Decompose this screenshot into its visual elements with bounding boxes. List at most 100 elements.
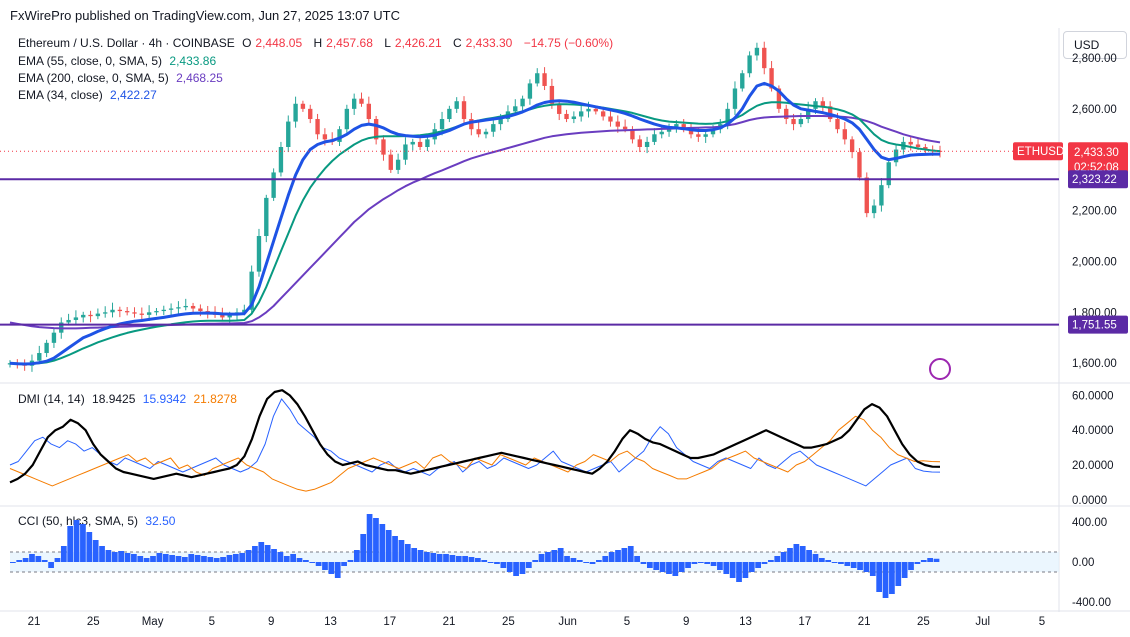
candle-body — [417, 141, 423, 147]
symbol-tag-bg — [1013, 142, 1063, 161]
candle-body — [256, 236, 262, 272]
candle-body — [806, 108, 811, 120]
candle-body — [439, 119, 445, 130]
cci-bar — [296, 558, 303, 562]
legend-close: 2,433.30 — [465, 36, 513, 50]
cci-bar — [258, 542, 265, 562]
candle-body — [535, 73, 540, 84]
dmi-tick-label: 20.0000 — [1072, 460, 1114, 472]
cci-bar — [379, 524, 386, 562]
price-tick-label: 2,600.00 — [1072, 104, 1117, 116]
cci-bar — [876, 562, 883, 592]
cci-bar — [761, 562, 768, 564]
time-tick-label: 21 — [443, 616, 456, 628]
legend-open: 2,448.05 — [255, 36, 303, 50]
cci-bar — [48, 562, 54, 568]
candle-body — [315, 119, 320, 135]
cci-bar — [500, 562, 507, 568]
currency-button[interactable]: USD — [1063, 31, 1127, 59]
time-tick-label: 5 — [624, 616, 630, 628]
level-lower-tag: 1,751.55 — [1072, 320, 1117, 332]
cci-bar — [787, 548, 793, 562]
cci-bar — [570, 558, 577, 562]
legend-high: 2,457.68 — [326, 36, 373, 50]
cci-bar — [812, 554, 819, 562]
cci-bar — [525, 562, 532, 568]
dmi-tick-label: 40.0000 — [1072, 425, 1114, 437]
candle-body — [410, 141, 415, 145]
cci-bar — [239, 553, 246, 562]
candle-body — [403, 144, 408, 160]
legend-open-label: O — [242, 36, 252, 50]
cci-bar — [143, 558, 150, 562]
cci-bar — [927, 558, 933, 562]
cci-bar — [328, 562, 335, 574]
cci-bar — [436, 554, 443, 562]
candle-body — [264, 197, 269, 237]
candle-body — [168, 308, 174, 310]
cci-tick-label: -400.00 — [1072, 597, 1111, 609]
cci-bar — [475, 558, 481, 562]
candle-body — [271, 172, 276, 198]
cci-bar — [576, 560, 583, 562]
time-tick-label: 25 — [917, 616, 930, 628]
candle-body — [161, 309, 166, 312]
candle-body — [857, 152, 862, 178]
cci-bar — [309, 562, 316, 563]
cci-bar — [596, 560, 602, 562]
cci-bar — [882, 562, 889, 598]
cci-bar — [73, 520, 80, 562]
candle-body — [183, 305, 188, 308]
cci-bar — [86, 532, 93, 562]
cci-bar — [831, 562, 838, 563]
cci-bar — [519, 562, 526, 574]
cci-bar — [67, 526, 74, 562]
legend-ema200-row: EMA (200, close, 0, SMA, 5) 2,468.25 — [18, 71, 227, 85]
cci-bar — [806, 550, 812, 562]
candle-body — [483, 131, 489, 135]
cci-bar — [564, 556, 570, 562]
time-tick-label: 5 — [1039, 616, 1045, 628]
candle-body — [732, 88, 738, 109]
candle-body — [527, 83, 533, 99]
cci-bar — [334, 562, 341, 578]
candle-body — [762, 47, 767, 69]
cci-bar — [468, 557, 475, 562]
cci-bar — [755, 562, 762, 568]
candle-body — [864, 177, 869, 214]
cci-bar — [506, 562, 513, 572]
cci-bar — [462, 556, 468, 562]
legend-ema55-row: EMA (55, close, 0, SMA, 5) 2,433.86 — [18, 54, 220, 68]
cci-bar — [863, 562, 870, 572]
legend-high-label: H — [313, 36, 323, 50]
cci-bar — [303, 560, 309, 562]
candle-body — [520, 98, 525, 107]
candle-body — [146, 312, 152, 315]
time-tick-label: 9 — [268, 616, 274, 628]
candle-body — [103, 312, 108, 314]
candle-body — [95, 313, 101, 317]
cci-bar — [29, 554, 35, 562]
candle-body — [124, 311, 130, 313]
candle-body — [308, 108, 313, 120]
candle-body — [388, 154, 393, 170]
cci-bar — [194, 555, 201, 562]
adx-line — [9, 389, 941, 484]
cci-bar — [277, 552, 284, 562]
candle-body — [337, 129, 342, 142]
dmi-plus-value: 15.9342 — [142, 392, 187, 406]
cci-bar — [10, 562, 16, 563]
cci-bar — [634, 556, 640, 562]
time-tick-label: 21 — [28, 616, 41, 628]
cci-bar — [443, 554, 449, 562]
candle-body — [461, 101, 467, 120]
cci-bar — [341, 562, 347, 566]
candle-body — [139, 313, 144, 315]
candle-body — [747, 55, 752, 74]
time-tick-label: 17 — [383, 616, 396, 628]
cci-bar — [538, 554, 545, 562]
cci-bar — [895, 562, 902, 586]
cci-bar — [748, 562, 755, 572]
candle-body — [674, 124, 679, 127]
